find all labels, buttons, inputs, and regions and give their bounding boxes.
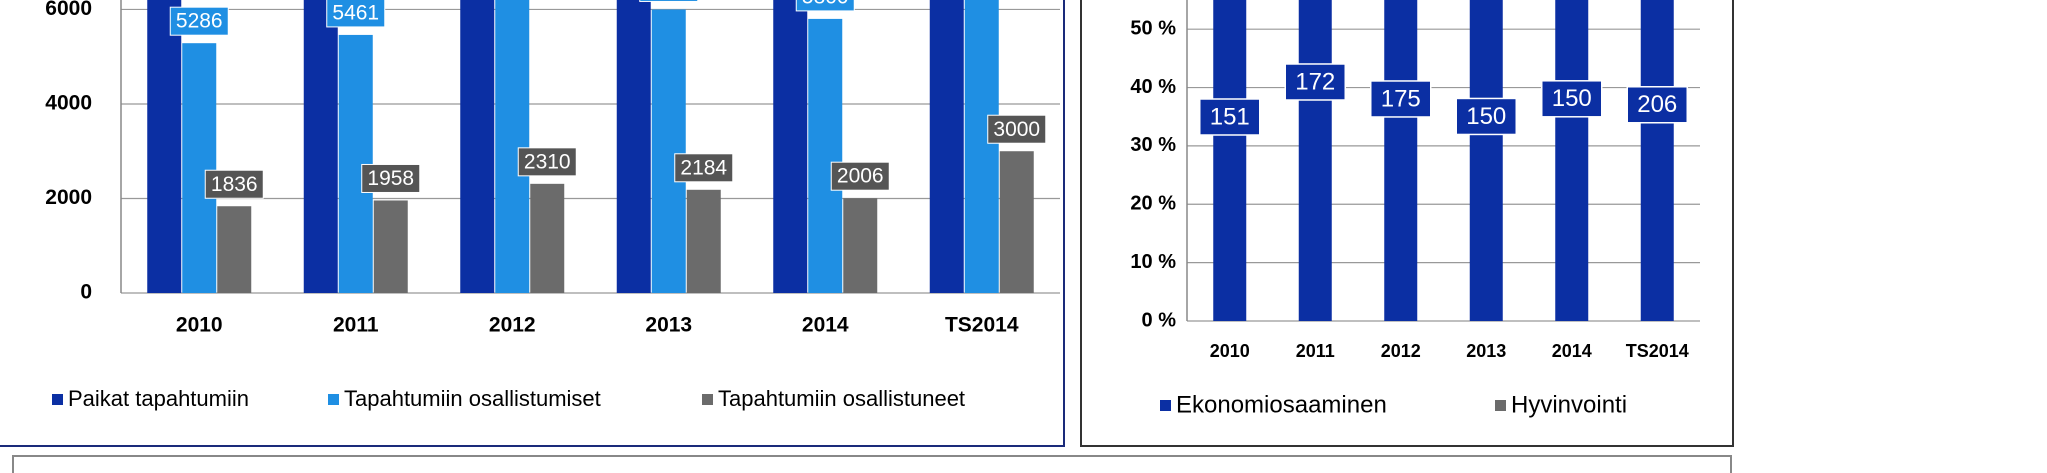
y-tick-label: 30 % — [1130, 134, 1176, 156]
data-label-box — [1199, 98, 1261, 136]
data-label-box — [169, 6, 229, 36]
data-label-box — [1626, 86, 1688, 124]
x-tick-label: 2014 — [1552, 341, 1592, 361]
bar-segment — [1469, 0, 1503, 321]
data-label: 5800 — [802, 0, 849, 8]
legend-label: Paikat tapahtumiin — [68, 386, 249, 411]
data-label: 5286 — [176, 10, 223, 33]
bar — [373, 200, 408, 293]
y-tick-label: 0 % — [1142, 309, 1177, 331]
bottom-panel — [12, 455, 1732, 473]
bar — [964, 0, 999, 294]
bar — [999, 151, 1034, 293]
x-tick-label: 2013 — [1466, 341, 1506, 361]
bar — [217, 206, 252, 293]
legend-swatch — [328, 394, 339, 405]
legend-label: Hyvinvointi — [1511, 391, 1627, 418]
data-label-box — [1370, 80, 1432, 118]
legend-label: Tapahtumiin osallistumiset — [344, 386, 601, 411]
data-label: 5461 — [332, 1, 379, 24]
data-label: 150 — [1552, 85, 1592, 112]
legend-swatch — [1160, 400, 1171, 411]
data-label: 151 — [1210, 103, 1250, 130]
y-tick-label: 4000 — [45, 92, 92, 115]
data-label-box — [1541, 80, 1603, 118]
left-panel — [0, 0, 1065, 447]
bar — [182, 43, 217, 293]
bar — [303, 0, 338, 293]
bar — [686, 189, 721, 293]
bar — [147, 0, 182, 293]
y-tick-label: 2000 — [45, 186, 92, 209]
data-label: 1836 — [211, 173, 258, 196]
x-tick-label: 2011 — [333, 314, 379, 337]
y-tick-label: 50 % — [1130, 17, 1176, 39]
legend-label: Ekonomiosaaminen — [1176, 391, 1387, 418]
bar — [495, 0, 530, 293]
bar — [808, 18, 843, 293]
y-tick-label: 40 % — [1130, 76, 1176, 98]
x-tick-label: 2013 — [645, 314, 692, 337]
bar-segment — [1640, 0, 1674, 322]
legend-swatch — [1495, 400, 1506, 411]
x-tick-label: TS2014 — [945, 314, 1019, 337]
x-tick-label: 2010 — [176, 314, 223, 337]
x-tick-label: TS2014 — [1626, 341, 1689, 361]
data-label-box — [830, 161, 890, 191]
data-label-box — [674, 153, 734, 183]
data-label: 172 — [1295, 68, 1335, 95]
bar — [651, 9, 686, 294]
data-label: 2310 — [524, 150, 571, 173]
bar — [338, 34, 373, 294]
data-label: 1958 — [367, 167, 414, 190]
bar-segment — [1555, 0, 1589, 322]
bar — [460, 0, 495, 293]
data-label-box — [987, 114, 1047, 144]
bar-segment — [1384, 0, 1418, 321]
bar — [843, 198, 878, 293]
legend-swatch — [702, 394, 713, 405]
data-label-box — [517, 147, 577, 177]
data-label-box — [1455, 97, 1517, 136]
y-tick-label: 0 — [80, 281, 92, 304]
data-label: 2184 — [680, 156, 727, 179]
x-tick-label: 2014 — [802, 314, 849, 337]
x-tick-label: 2011 — [1296, 341, 1335, 361]
data-label-box — [639, 0, 699, 2]
data-label-box — [795, 0, 855, 12]
x-tick-label: 2012 — [1381, 341, 1421, 361]
y-tick-label: 20 % — [1130, 193, 1176, 215]
data-label-box — [361, 163, 421, 193]
data-label: 3000 — [993, 118, 1040, 141]
bar — [773, 0, 808, 293]
data-label: 150 — [1466, 103, 1506, 130]
data-label-box — [1284, 63, 1346, 101]
legend-swatch — [52, 394, 63, 405]
bar — [616, 0, 651, 293]
data-label-box — [326, 0, 386, 28]
y-tick-label: 10 % — [1130, 251, 1176, 273]
right-panel — [1080, 0, 1734, 447]
data-label: 2006 — [837, 165, 884, 188]
bar — [929, 0, 964, 293]
x-tick-label: 2012 — [489, 314, 536, 337]
y-tick-label: 6000 — [45, 0, 92, 20]
data-label: 206 — [1637, 91, 1677, 118]
legend-label: Tapahtumiin osallistuneet — [718, 386, 965, 411]
data-label: 175 — [1381, 85, 1421, 112]
x-tick-label: 2010 — [1210, 341, 1250, 361]
bar — [530, 183, 565, 293]
bar-segment — [1298, 0, 1332, 321]
data-label-box — [204, 169, 264, 199]
bar-segment — [1213, 0, 1247, 322]
